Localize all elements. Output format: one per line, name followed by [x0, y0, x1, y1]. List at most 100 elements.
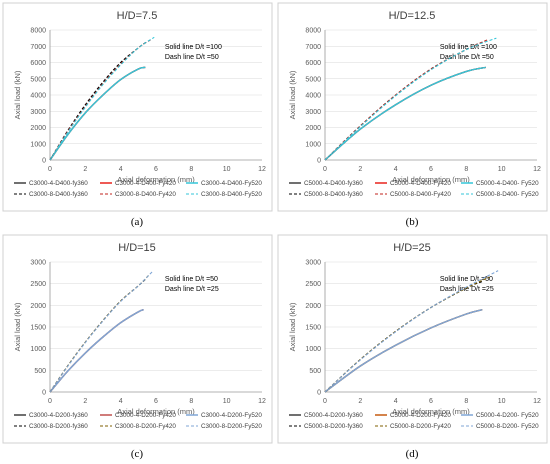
legend-label: C3000-4-D200-Fy420 [115, 412, 176, 419]
y-tick-label: 0 [42, 158, 46, 165]
series-line [49, 271, 153, 393]
panel-caption: (b) [405, 216, 419, 228]
y-tick-label: 0 [317, 158, 321, 165]
legend-label: C3000-4-D400-Fy520 [201, 180, 262, 187]
chart-title: H/D=25 [393, 242, 431, 254]
annotation-text: Solid line D/t =100 [440, 44, 497, 51]
legend-label: C5000-4-D400- Fy520 [476, 180, 539, 187]
chart-svg: 0 1000 2000 3000 4000 5000 6000 7000 8000 0 2 4 6 8 10… [2, 2, 273, 212]
y-tick-label: 2000 [305, 303, 321, 310]
series-line [49, 66, 146, 161]
legend-label: C5000-4-D200-fy360 [304, 412, 363, 419]
chart-title: H/D=7.5 [117, 10, 158, 22]
annotation-text: Solid line D/t =100 [165, 44, 222, 51]
legend-label: C5000-8-D400-fy360 [304, 191, 363, 198]
x-tick-label: 2 [83, 398, 87, 405]
y-axis-label: Axial load (kN) [288, 70, 297, 119]
x-axis-label: Axial deformation (mm) [392, 175, 470, 184]
x-tick-label: 12 [533, 398, 541, 405]
chart-svg: 0 1000 2000 3000 4000 5000 6000 7000 8000 0 2 4 6 8 10… [277, 2, 548, 212]
y-tick-label: 2000 [30, 125, 46, 132]
y-tick-label: 0 [317, 390, 321, 397]
y-tick-label: 6000 [305, 60, 321, 67]
series-line [49, 309, 144, 393]
series-line [324, 308, 483, 393]
series-line [324, 270, 499, 393]
x-tick-label: 8 [464, 398, 468, 405]
y-tick-label: 2500 [30, 281, 46, 288]
annotation-text: Dash line D/t =25 [440, 286, 494, 293]
legend-label: C3000-8-D400-Fy520 [201, 191, 262, 198]
series-line [324, 276, 490, 393]
series-line [324, 308, 483, 393]
x-tick-label: 12 [533, 166, 541, 173]
y-tick-label: 5000 [30, 76, 46, 83]
y-tick-label: 7000 [305, 44, 321, 51]
chart-frame [277, 2, 548, 212]
series-line [49, 36, 155, 161]
x-tick-label: 10 [223, 398, 231, 405]
legend-label: C3000-8-D200-Fy520 [201, 423, 262, 430]
series-line [49, 66, 146, 161]
y-axis-label: Axial load (kN) [288, 302, 297, 351]
y-tick-label: 4000 [30, 93, 46, 100]
y-tick-label: 8000 [30, 28, 46, 35]
y-tick-label: 4000 [305, 93, 321, 100]
chart-frame [2, 2, 273, 212]
y-axis-label: Axial load (kN) [13, 302, 22, 351]
x-tick-label: 2 [358, 166, 362, 173]
y-tick-label: 500 [34, 368, 46, 375]
legend-label: C5000-4-D400-fy360 [304, 180, 363, 187]
x-tick-label: 4 [119, 166, 123, 173]
series-line [49, 309, 144, 393]
annotation-text: Solid line D/t =50 [440, 276, 493, 283]
series-line [324, 66, 486, 161]
y-axis-label: Axial load (kN) [13, 70, 22, 119]
x-tick-label: 0 [48, 398, 52, 405]
y-tick-label: 3000 [305, 260, 321, 267]
x-axis-label: Axial deformation (mm) [117, 175, 195, 184]
annotation-text: Dash line D/t =25 [165, 286, 219, 293]
x-tick-label: 6 [154, 398, 158, 405]
legend-label: C5000-8-D200- Fy520 [476, 423, 539, 430]
x-tick-label: 10 [498, 398, 506, 405]
x-tick-label: 8 [189, 398, 193, 405]
y-tick-label: 3000 [30, 109, 46, 116]
annotation-text: Dash line D/t =50 [165, 54, 219, 61]
series-line [324, 66, 486, 161]
chart-svg: 0 500 1000 1500 2000 2500 3000 0 2 4 6 8 10 12 H/D=25 A… [277, 234, 548, 444]
x-tick-label: 4 [119, 398, 123, 405]
x-axis-label: Axial deformation (mm) [117, 407, 195, 416]
x-tick-label: 12 [258, 166, 266, 173]
y-tick-label: 1000 [305, 141, 321, 148]
series-line [324, 37, 497, 161]
x-tick-label: 2 [358, 398, 362, 405]
legend-label: C5000-8-D400-Fy420 [390, 191, 451, 198]
y-tick-label: 3000 [305, 109, 321, 116]
legend-label: C3000-4-D400-Fy420 [115, 180, 176, 187]
y-tick-label: 0 [42, 390, 46, 397]
x-tick-label: 4 [394, 166, 398, 173]
legend-label: C3000-8-D200-Fy420 [115, 423, 176, 430]
y-tick-label: 1000 [30, 346, 46, 353]
series-line [49, 40, 148, 161]
x-tick-label: 8 [189, 166, 193, 173]
x-tick-label: 2 [83, 166, 87, 173]
y-tick-label: 1000 [305, 346, 321, 353]
x-tick-label: 4 [394, 398, 398, 405]
legend-label: C5000-4-D200- Fy520 [476, 412, 539, 419]
series-line [49, 66, 146, 161]
y-tick-label: 6000 [30, 60, 46, 67]
x-tick-label: 0 [48, 166, 52, 173]
series-line [324, 66, 486, 161]
y-tick-label: 500 [309, 368, 321, 375]
legend-label: C5000-4-D400-Fy420 [390, 180, 451, 187]
legend-label: C5000-4-D200-Fy420 [390, 412, 451, 419]
chart-svg: 0 500 1000 1500 2000 2500 3000 0 2 4 6 8 10 12 H/D=15 A… [2, 234, 273, 444]
y-tick-label: 2000 [30, 303, 46, 310]
panel-caption: (a) [130, 216, 144, 228]
x-tick-label: 6 [429, 398, 433, 405]
legend-label: C3000-4-D400-fy360 [29, 180, 88, 187]
y-tick-label: 1500 [305, 325, 321, 332]
annotation-text: Dash line D/t =50 [440, 54, 494, 61]
